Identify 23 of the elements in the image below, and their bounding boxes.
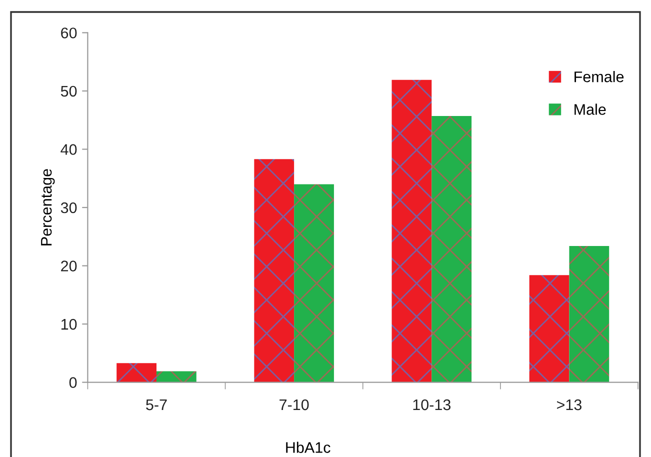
x-tick-label: 10-13 <box>413 399 451 410</box>
y-tick-label: 10 <box>61 318 77 330</box>
y-tick-label: 50 <box>60 86 77 97</box>
x-tick-label: 5-7 <box>146 400 167 410</box>
bar <box>569 246 610 382</box>
y-tick-label: 40 <box>60 144 77 155</box>
y-tick-label: 30 <box>60 202 77 214</box>
bar <box>392 80 432 382</box>
bar <box>432 116 472 382</box>
y-tick-label: 60 <box>61 28 77 38</box>
bar <box>254 159 294 382</box>
y-axis-title: Percentage <box>41 169 55 246</box>
x-tick-label: >13 <box>557 399 582 410</box>
bar <box>116 363 156 382</box>
bar <box>156 371 196 382</box>
y-tick-label: 20 <box>61 260 77 272</box>
x-axis-title: HbA1c <box>286 442 330 453</box>
legend-label: Male <box>574 104 606 115</box>
x-tick-label: 7-10 <box>280 399 309 410</box>
bar <box>529 275 570 382</box>
legend-label: Female <box>574 71 624 82</box>
bar <box>294 184 334 382</box>
y-tick-label: 0 <box>69 377 77 388</box>
